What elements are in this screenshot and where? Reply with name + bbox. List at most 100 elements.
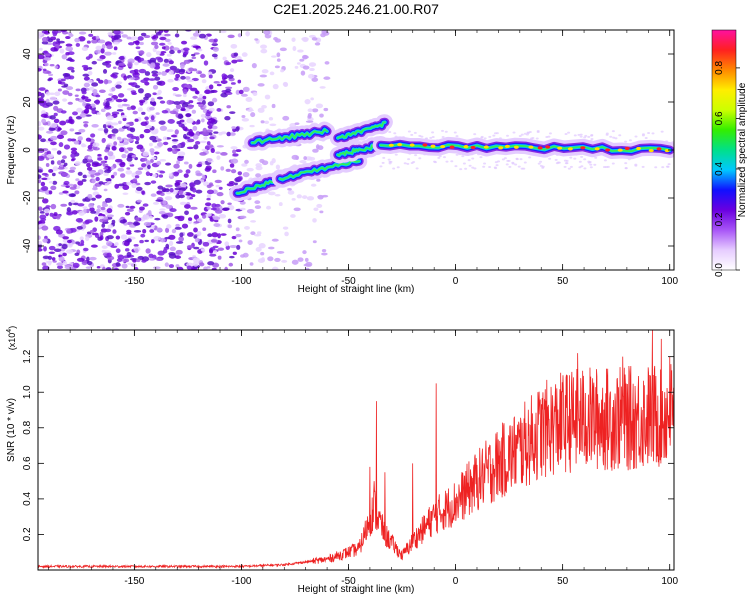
noise-speck — [260, 44, 268, 49]
snr-x-ticks: -150 -100 -50 0 50 100 — [48, 330, 678, 587]
noise-speck — [227, 74, 234, 79]
noise-speck — [461, 155, 465, 158]
noise-speck — [169, 110, 177, 115]
noise-speck — [137, 88, 144, 94]
noise-speck — [321, 252, 328, 256]
noise-speck — [590, 134, 594, 137]
noise-speck — [319, 210, 324, 214]
noise-speck — [67, 242, 73, 248]
noise-speck — [230, 43, 238, 49]
noise-speck — [101, 138, 106, 144]
noise-speck — [60, 203, 68, 207]
noise-speck — [63, 162, 68, 167]
noise-speck — [103, 167, 109, 170]
noise-speck — [496, 160, 500, 163]
noise-speck — [241, 93, 248, 97]
noise-speck — [264, 120, 270, 125]
noise-speck — [410, 162, 414, 165]
noise-speck — [75, 241, 81, 245]
noise-speck — [231, 235, 237, 240]
noise-speck — [117, 93, 125, 98]
noise-speck — [52, 31, 58, 37]
noise-speck — [47, 78, 52, 82]
noise-speck — [192, 134, 199, 140]
noise-speck — [495, 164, 499, 167]
noise-speck — [215, 151, 221, 155]
noise-speck — [45, 163, 50, 168]
x-tick-label: 0 — [453, 576, 459, 587]
noise-speck — [209, 249, 214, 254]
noise-speck — [40, 181, 46, 187]
noise-speck — [156, 96, 164, 100]
noise-speck — [202, 227, 207, 231]
noise-speck — [119, 219, 127, 224]
noise-speck — [104, 169, 111, 174]
noise-speck — [303, 263, 312, 267]
noise-speck — [193, 221, 200, 224]
noise-speck — [157, 71, 162, 75]
noise-speck — [302, 65, 310, 70]
noise-speck — [312, 240, 317, 244]
noise-speck — [535, 137, 539, 140]
noise-speck — [106, 241, 113, 247]
noise-speck — [105, 97, 113, 102]
noise-speck — [229, 111, 236, 115]
noise-speck — [116, 81, 123, 85]
noise-speck — [172, 87, 179, 92]
noise-speck — [61, 243, 68, 250]
noise-speck — [141, 111, 146, 115]
noise-speck — [508, 165, 512, 168]
noise-speck — [127, 62, 133, 68]
noise-speck — [189, 36, 198, 40]
noise-speck — [62, 98, 68, 102]
noise-speck — [227, 218, 232, 224]
noise-speck — [57, 80, 62, 85]
noise-speck — [153, 235, 161, 242]
noise-speck — [75, 217, 84, 223]
noise-speck — [48, 127, 56, 131]
noise-speck — [63, 180, 70, 186]
signal-peak — [440, 145, 446, 149]
noise-speck — [186, 262, 194, 267]
spectrogram-noise — [38, 30, 674, 270]
noise-speck — [210, 90, 215, 93]
noise-speck — [78, 31, 87, 35]
noise-speck — [315, 103, 324, 109]
noise-speck — [81, 260, 88, 266]
noise-speck — [83, 247, 89, 252]
noise-speck — [91, 178, 96, 184]
noise-speck — [104, 148, 110, 153]
noise-speck — [206, 189, 215, 195]
noise-speck — [188, 163, 193, 169]
noise-speck — [525, 133, 529, 136]
noise-speck — [72, 210, 78, 215]
noise-speck — [135, 217, 140, 222]
figure-title: C2E1.2025.246.21.00.R07 — [273, 1, 439, 17]
noise-speck — [257, 258, 265, 263]
noise-speck — [74, 252, 80, 257]
noise-speck — [78, 210, 85, 216]
noise-speck — [182, 93, 187, 98]
noise-speck — [139, 206, 145, 211]
noise-speck — [132, 110, 138, 115]
noise-speck — [54, 248, 62, 252]
noise-speck — [573, 134, 577, 137]
noise-speck — [226, 183, 235, 187]
noise-speck — [307, 108, 313, 113]
noise-speck — [584, 134, 588, 137]
noise-speck — [118, 120, 122, 125]
noise-speck — [174, 226, 182, 230]
noise-speck — [180, 108, 186, 112]
noise-speck — [134, 248, 139, 254]
noise-speck — [181, 40, 188, 45]
noise-speck — [48, 73, 54, 77]
noise-speck — [228, 262, 234, 267]
signal-peak — [388, 143, 394, 147]
noise-speck — [455, 153, 459, 156]
noise-speck — [100, 206, 106, 211]
noise-speck — [177, 266, 184, 270]
noise-speck — [206, 266, 211, 269]
noise-speck — [522, 167, 526, 170]
noise-speck — [220, 233, 227, 236]
noise-speck — [45, 205, 51, 208]
